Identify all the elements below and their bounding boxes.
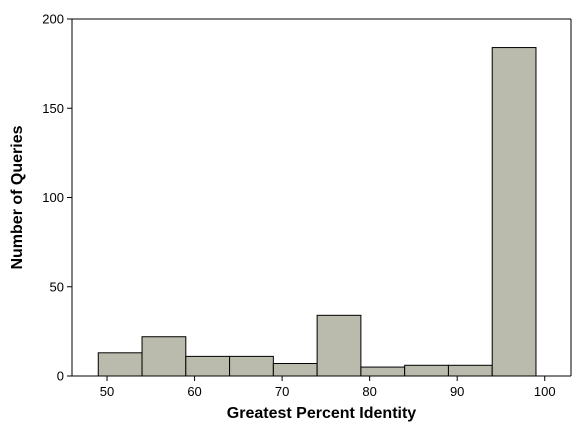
x-axis-title: Greatest Percent Identity: [227, 405, 417, 422]
bars-layer: [97, 47, 537, 377]
x-tick-label: 60: [187, 384, 201, 399]
histogram-bar: [404, 364, 449, 377]
y-tick-label: 200: [42, 12, 64, 27]
ticks-layer: 50 60 70 80 90 100 0 50 100 150 200: [42, 12, 555, 400]
histogram-bar: [316, 314, 362, 377]
histogram-bar: [491, 47, 537, 377]
x-tick-label: 90: [450, 384, 464, 399]
histogram-bar: [360, 366, 406, 377]
histogram-bar: [97, 352, 143, 377]
x-tick-label: 70: [275, 384, 289, 399]
histogram-bar: [229, 355, 274, 377]
x-tick-label: 80: [362, 384, 376, 399]
histogram-bar: [141, 336, 187, 377]
x-tick-label: 100: [534, 384, 556, 399]
histogram-bar: [447, 364, 493, 377]
y-tick-label: 100: [42, 190, 64, 205]
y-tick-label: 50: [50, 279, 64, 294]
y-tick-label: 0: [57, 369, 64, 384]
histogram-bar: [185, 355, 231, 377]
axes-layer: [71, 18, 572, 377]
histogram-bar: [272, 363, 318, 377]
y-tick-label: 150: [42, 101, 64, 116]
x-tick-label: 50: [100, 384, 114, 399]
y-axis-title: Number of Queries: [9, 125, 26, 269]
